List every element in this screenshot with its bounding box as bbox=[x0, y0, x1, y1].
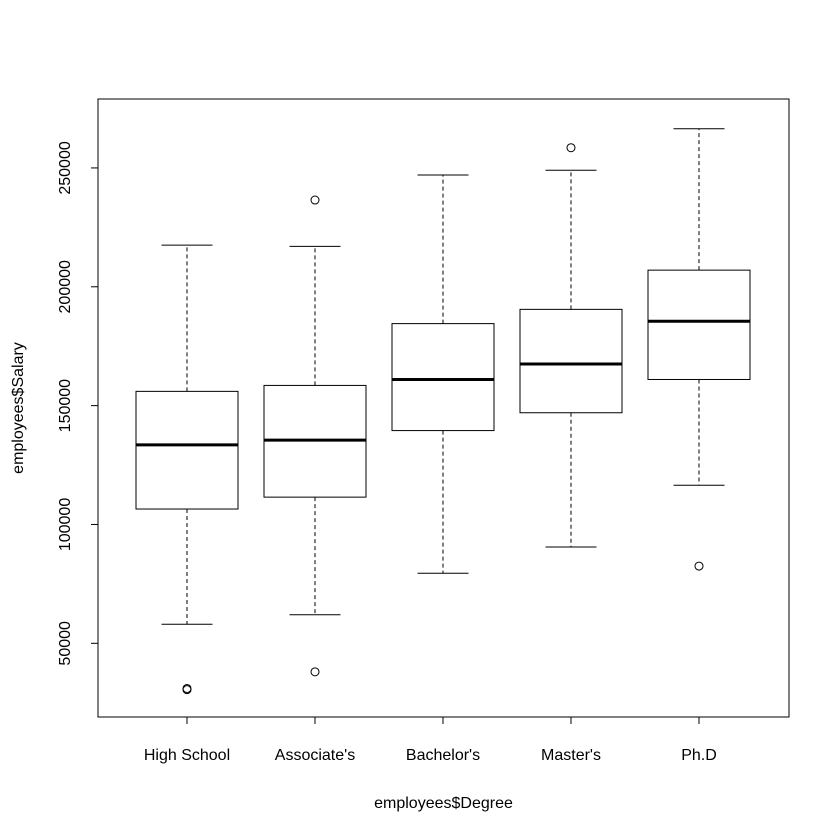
y-tick-label: 200000 bbox=[57, 260, 74, 313]
box-group bbox=[519, 143, 623, 548]
outlier-point bbox=[182, 683, 192, 693]
y-tick-label: 150000 bbox=[57, 379, 74, 432]
outlier-point bbox=[566, 143, 576, 153]
iqr-box bbox=[647, 269, 751, 380]
iqr-box bbox=[519, 308, 623, 414]
outlier-point bbox=[310, 195, 320, 205]
y-tick-label: 50000 bbox=[57, 621, 74, 666]
y-tick-label: 250000 bbox=[57, 141, 74, 194]
x-tick-label: Associate's bbox=[275, 747, 355, 764]
box-group bbox=[647, 128, 751, 571]
x-tick-label: High School bbox=[144, 747, 230, 764]
boxes bbox=[135, 128, 751, 695]
box-group bbox=[263, 195, 367, 677]
box-group bbox=[135, 244, 239, 695]
x-tick-label: Ph.D bbox=[681, 747, 717, 764]
box-group bbox=[391, 174, 495, 574]
x-tick-label: Master's bbox=[541, 747, 601, 764]
iqr-box bbox=[391, 323, 495, 432]
y-tick-label: 100000 bbox=[57, 498, 74, 551]
iqr-box bbox=[135, 390, 239, 510]
outlier-point bbox=[310, 667, 320, 677]
x-tick-label: Bachelor's bbox=[406, 747, 480, 764]
outlier-point bbox=[694, 561, 704, 571]
x-axis: High School Associate's Bachelor's Master's… bbox=[144, 716, 717, 764]
y-axis-title: employees$Salary bbox=[10, 342, 27, 474]
x-axis-title: employees$Degree bbox=[374, 795, 513, 812]
y-axis: 50000 100000 150000 200000 250000 bbox=[57, 141, 99, 666]
